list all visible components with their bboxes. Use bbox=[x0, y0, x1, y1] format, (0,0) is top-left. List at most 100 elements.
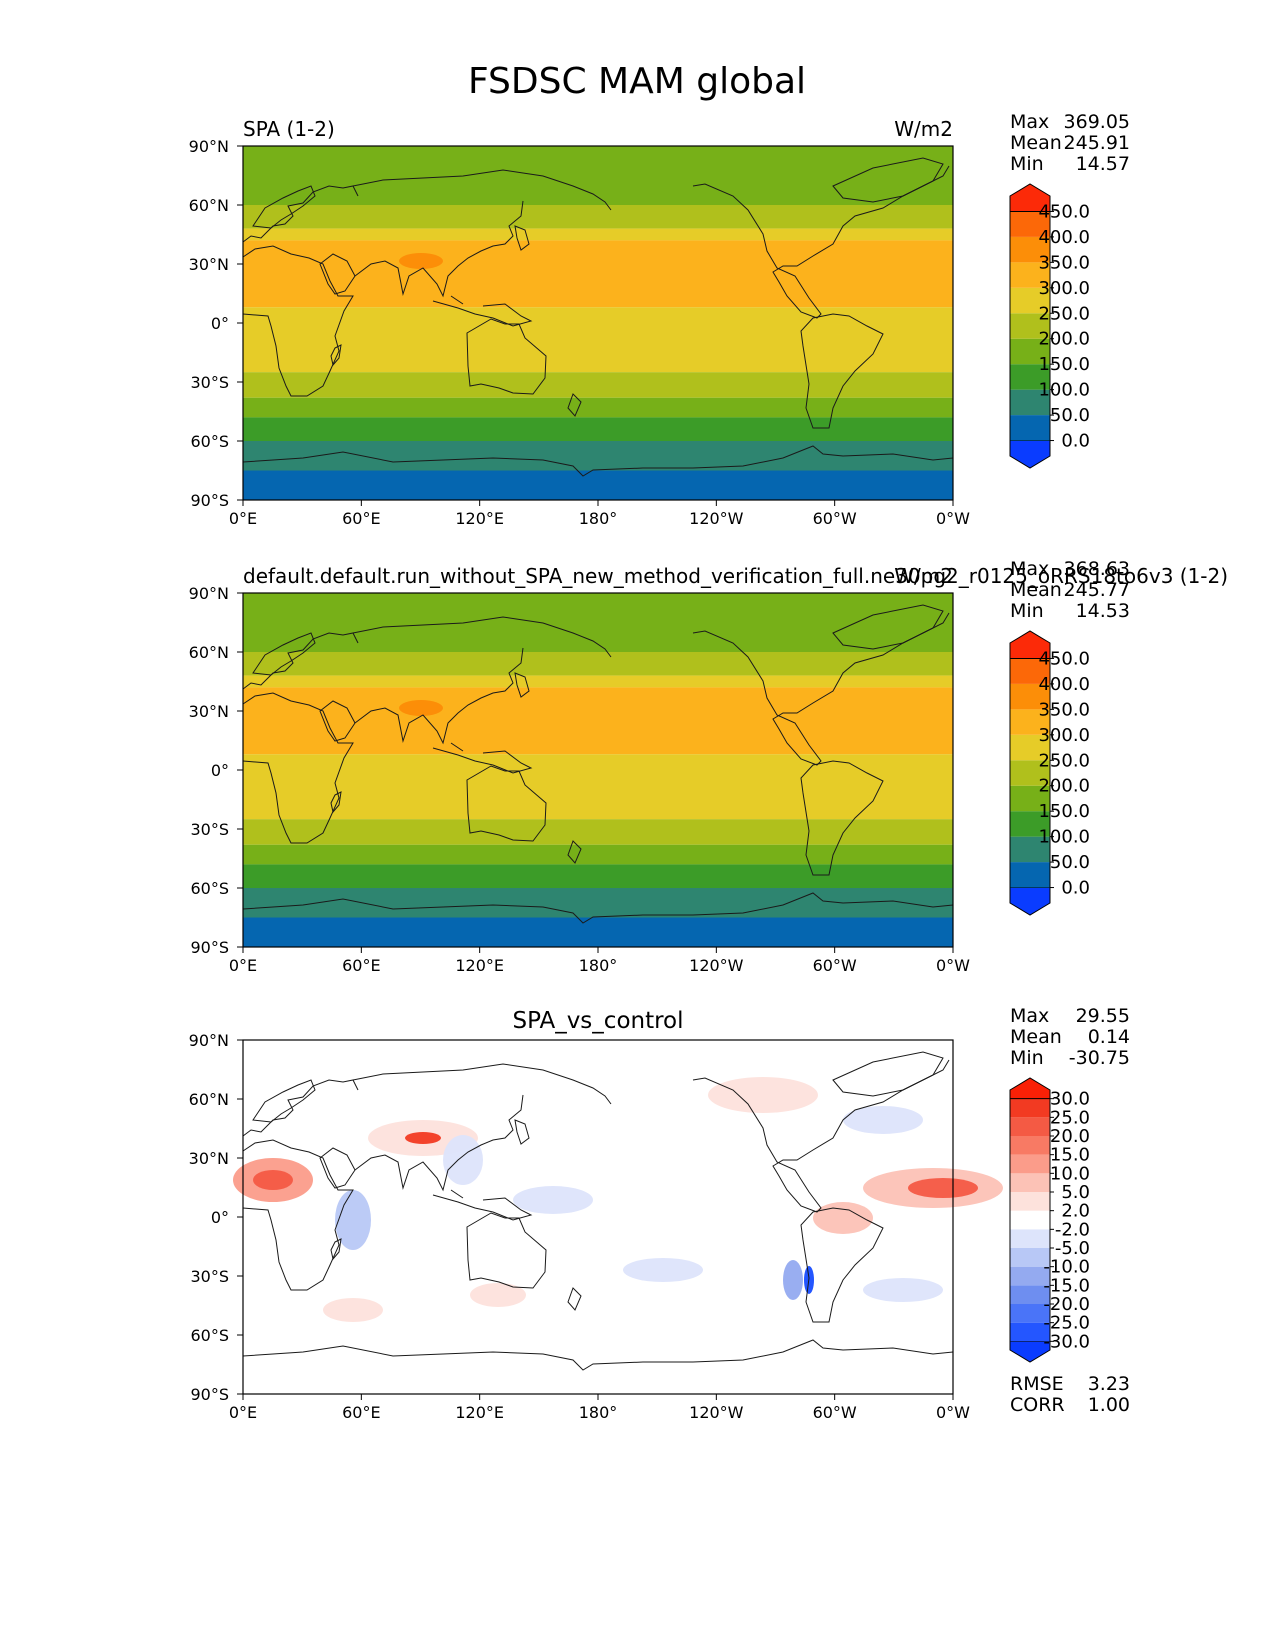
colorbar-segment bbox=[1009, 183, 1051, 212]
y-tick-label: 60°S bbox=[190, 432, 229, 451]
colorbar-segment bbox=[1010, 211, 1050, 237]
y-tick-label: 90°S bbox=[190, 938, 229, 957]
colorbar-label: 20.0 bbox=[1050, 1126, 1090, 1147]
contour-band bbox=[243, 917, 953, 947]
colorbar-label: 450.0 bbox=[1038, 201, 1090, 222]
x-tick-label: 60°E bbox=[342, 509, 380, 528]
colorbar-segment bbox=[1010, 1154, 1050, 1174]
colorbar-label: 2.0 bbox=[1061, 1201, 1090, 1222]
stat-value: -30.75 bbox=[1069, 1047, 1130, 1069]
colorbar-segment bbox=[1010, 862, 1050, 888]
y-tick-label: 30°N bbox=[189, 255, 229, 274]
stat-label: Max bbox=[1010, 1005, 1049, 1027]
x-tick-label: 0°W bbox=[936, 1403, 970, 1422]
colorbar-segment bbox=[1010, 1098, 1050, 1118]
stat-label: Mean bbox=[1010, 579, 1062, 601]
colorbar-label: 250.0 bbox=[1038, 750, 1090, 771]
rmse-value: 3.23 bbox=[1088, 1373, 1130, 1395]
colorbar-label: -2.0 bbox=[1055, 1219, 1090, 1240]
x-tick-label: 0°W bbox=[936, 509, 970, 528]
difference-contour bbox=[323, 1298, 383, 1322]
colorbar-segment bbox=[1010, 389, 1050, 416]
stat-value: 368.63 bbox=[1064, 558, 1130, 580]
panel-right-title: W/m2 bbox=[894, 564, 953, 588]
difference-contour bbox=[843, 1106, 923, 1134]
tibet-maximum bbox=[399, 700, 443, 716]
panel-left-title: default.default.run_without_SPA_new_meth… bbox=[243, 564, 1228, 588]
colorbar-segment bbox=[1010, 1210, 1050, 1230]
y-tick-label: 30°N bbox=[189, 702, 229, 721]
colorbar-segment bbox=[1010, 364, 1050, 390]
x-tick-label: 120°E bbox=[455, 1403, 504, 1422]
colorbar-segment bbox=[1010, 785, 1050, 812]
contour-band bbox=[243, 864, 953, 888]
x-tick-label: 180° bbox=[579, 509, 618, 528]
y-tick-label: 60°N bbox=[189, 643, 229, 662]
panel-right-title: W/m2 bbox=[894, 117, 953, 141]
x-tick-label: 120°E bbox=[455, 509, 504, 528]
y-tick-label: 30°S bbox=[190, 373, 229, 392]
y-tick-label: 90°N bbox=[189, 1031, 229, 1050]
colorbar-segment bbox=[1010, 1266, 1050, 1286]
x-tick-label: 60°E bbox=[342, 1403, 380, 1422]
colorbar-segment bbox=[1010, 1248, 1050, 1267]
difference-contour bbox=[708, 1077, 818, 1113]
x-tick-label: 180° bbox=[579, 1403, 618, 1422]
difference-contour bbox=[513, 1186, 593, 1214]
colorbar-label: 10.0 bbox=[1050, 1163, 1090, 1184]
colorbar-segment bbox=[1010, 1304, 1050, 1323]
y-tick-label: 0° bbox=[211, 1208, 229, 1227]
x-tick-label: 0°E bbox=[229, 956, 257, 975]
y-tick-label: 30°S bbox=[190, 820, 229, 839]
colorbar-segment bbox=[1010, 1136, 1050, 1155]
colorbar-label: 350.0 bbox=[1038, 252, 1090, 273]
difference-contour bbox=[470, 1283, 526, 1307]
colorbar-segment bbox=[1009, 630, 1051, 659]
x-tick-label: 120°W bbox=[689, 509, 744, 528]
colorbar-segment bbox=[1010, 287, 1050, 314]
colorbar-label: 400.0 bbox=[1038, 227, 1090, 248]
colorbar-label: -15.0 bbox=[1043, 1275, 1090, 1296]
colorbar-label: 250.0 bbox=[1038, 303, 1090, 324]
y-tick-label: 0° bbox=[211, 314, 229, 333]
map-panel-2: 0°E 60°E 120°E 180° 120°W 60°W 0°W 90°N 60°N 30°N… bbox=[189, 558, 1228, 975]
x-tick-label: 0°E bbox=[229, 1403, 257, 1422]
colorbar-label: 100.0 bbox=[1038, 380, 1090, 401]
colorbar-label: 5.0 bbox=[1061, 1182, 1090, 1203]
stat-label: Min bbox=[1010, 600, 1044, 622]
colorbar-label: -25.0 bbox=[1043, 1313, 1090, 1334]
colorbar-segment bbox=[1010, 236, 1050, 263]
tibet-maximum bbox=[399, 253, 443, 269]
colorbar-segment bbox=[1010, 658, 1050, 684]
contour-band bbox=[243, 240, 953, 308]
colorbar-segment bbox=[1009, 440, 1051, 469]
stat-value: 245.77 bbox=[1064, 579, 1130, 601]
difference-contour bbox=[813, 1202, 873, 1234]
y-tick-label: 90°S bbox=[190, 1385, 229, 1404]
stat-value: 245.91 bbox=[1064, 132, 1130, 154]
colorbar-label: 200.0 bbox=[1038, 329, 1090, 350]
corr-value: 1.00 bbox=[1088, 1394, 1130, 1416]
colorbar-segment bbox=[1010, 1173, 1050, 1192]
colorbar-label: 200.0 bbox=[1038, 776, 1090, 797]
colorbar-label: 150.0 bbox=[1038, 354, 1090, 375]
y-tick-label: 60°N bbox=[189, 1090, 229, 1109]
difference-contour bbox=[783, 1260, 803, 1300]
colorbar-segment bbox=[1010, 1229, 1050, 1248]
colorbar-segment bbox=[1010, 338, 1050, 365]
colorbar-label: 300.0 bbox=[1038, 725, 1090, 746]
difference-contour bbox=[623, 1258, 703, 1282]
contour-band bbox=[243, 593, 953, 652]
stat-value: 29.55 bbox=[1076, 1005, 1130, 1027]
difference-contour bbox=[253, 1170, 293, 1190]
x-tick-label: 60°W bbox=[813, 509, 857, 528]
contour-band bbox=[243, 470, 953, 500]
contour-band bbox=[243, 652, 953, 676]
y-tick-label: 60°N bbox=[189, 196, 229, 215]
colorbar-segment bbox=[1010, 734, 1050, 761]
contour-band bbox=[243, 675, 953, 688]
x-tick-label: 120°E bbox=[455, 956, 504, 975]
colorbar-label: 25.0 bbox=[1050, 1107, 1090, 1128]
difference-contour bbox=[405, 1132, 441, 1144]
y-tick-label: 90°S bbox=[190, 491, 229, 510]
